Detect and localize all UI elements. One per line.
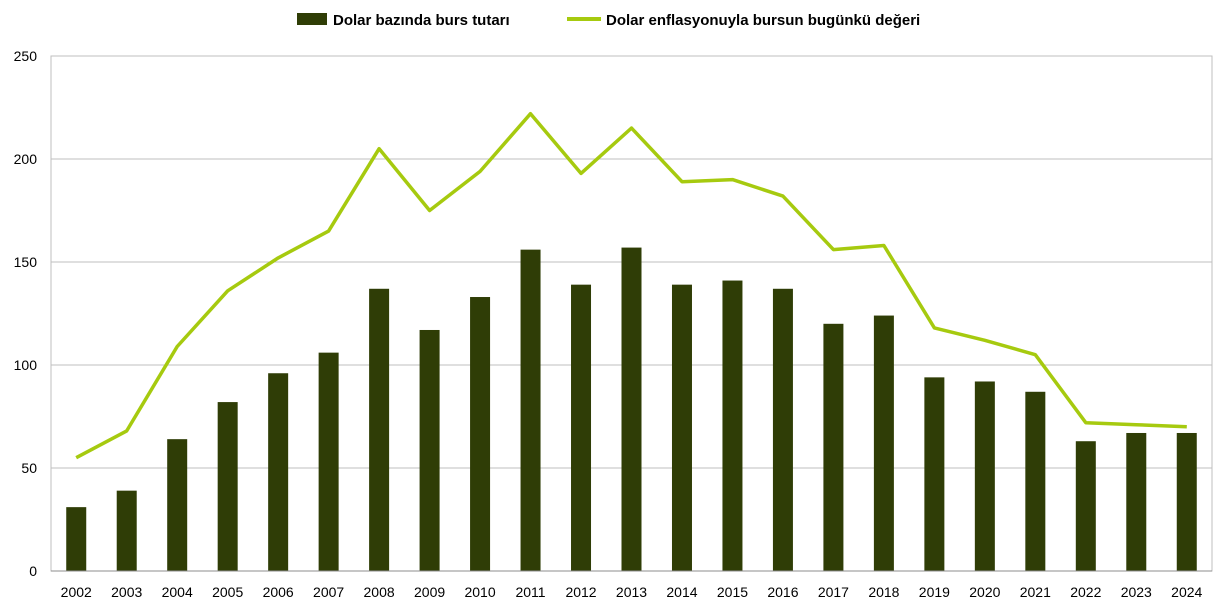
bar bbox=[520, 249, 541, 571]
bar bbox=[470, 297, 491, 571]
x-tick-label: 2008 bbox=[364, 584, 395, 600]
bar bbox=[167, 439, 188, 571]
x-tick-label: 2022 bbox=[1070, 584, 1101, 600]
line-series bbox=[75, 111, 1187, 460]
bar bbox=[974, 381, 995, 571]
x-tick-label: 2017 bbox=[818, 584, 849, 600]
x-tick-label: 2021 bbox=[1020, 584, 1051, 600]
bar bbox=[873, 315, 894, 571]
bar bbox=[369, 288, 390, 571]
bar bbox=[1025, 391, 1046, 571]
x-tick-label: 2002 bbox=[61, 584, 92, 600]
y-tick-label: 250 bbox=[14, 48, 38, 64]
bar bbox=[217, 402, 238, 571]
x-tick-label: 2011 bbox=[515, 584, 545, 600]
x-tick-label: 2014 bbox=[666, 584, 697, 600]
x-tick-label: 2003 bbox=[111, 584, 142, 600]
y-tick-label: 150 bbox=[14, 254, 38, 270]
x-tick-label: 2024 bbox=[1171, 584, 1202, 600]
bar bbox=[419, 329, 440, 571]
bar bbox=[671, 284, 692, 571]
bar bbox=[924, 377, 945, 571]
legend-label-line: Dolar enflasyonuyla bursun bugünkü değer… bbox=[606, 12, 920, 29]
legend-label-bar: Dolar bazında burs tutarı bbox=[333, 12, 510, 29]
y-tick-label: 50 bbox=[21, 460, 37, 476]
x-tick-label: 2012 bbox=[565, 584, 596, 600]
bar-series bbox=[66, 247, 1197, 571]
bar bbox=[116, 490, 137, 571]
legend: Dolar bazında burs tutarı Dolar enflasyo… bbox=[297, 12, 920, 29]
bar bbox=[1075, 441, 1096, 571]
x-tick-label: 2004 bbox=[162, 584, 193, 600]
x-tick-label: 2023 bbox=[1121, 584, 1152, 600]
x-tick-label: 2009 bbox=[414, 584, 445, 600]
bar bbox=[772, 288, 793, 571]
x-tick-label: 2007 bbox=[313, 584, 344, 600]
x-tick-label: 2019 bbox=[919, 584, 950, 600]
x-tick-label: 2010 bbox=[464, 584, 495, 600]
series-line bbox=[75, 111, 1187, 460]
y-tick-label: 200 bbox=[14, 151, 38, 167]
axes: 0 50 100 150 200 250 2002 2003 2004 2005 2006 2007 2… bbox=[14, 48, 1213, 600]
x-tick-label: 2006 bbox=[263, 584, 294, 600]
y-tick-label: 100 bbox=[14, 357, 38, 373]
bar bbox=[722, 280, 743, 571]
x-tick-label: 2005 bbox=[212, 584, 243, 600]
bar bbox=[66, 507, 87, 571]
bar bbox=[1176, 432, 1197, 571]
bar bbox=[268, 373, 289, 571]
legend-swatch-bar bbox=[297, 13, 327, 25]
x-tick-label: 2016 bbox=[767, 584, 798, 600]
x-tick-label: 2015 bbox=[717, 584, 748, 600]
y-tick-label: 0 bbox=[29, 563, 37, 579]
x-tick-label: 2013 bbox=[616, 584, 647, 600]
bar bbox=[823, 323, 844, 571]
x-tick-label: 2018 bbox=[868, 584, 899, 600]
bar bbox=[318, 352, 339, 571]
x-tick-label: 2020 bbox=[969, 584, 1000, 600]
bar bbox=[1126, 432, 1147, 571]
bar bbox=[621, 247, 642, 571]
bar bbox=[571, 284, 592, 571]
